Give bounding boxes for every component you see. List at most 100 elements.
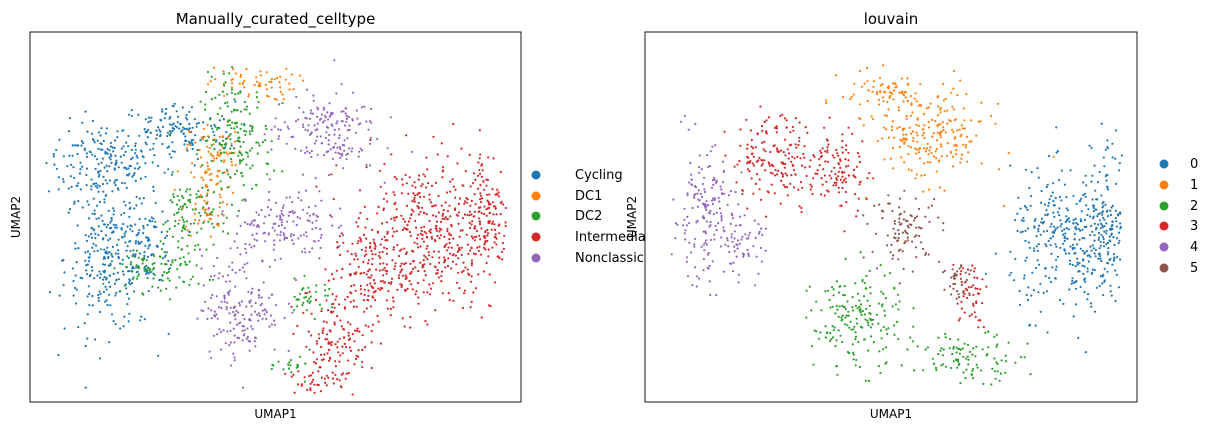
- point-nonclassical: [368, 120, 371, 123]
- point-3: [752, 192, 755, 195]
- point-1: [876, 91, 879, 94]
- point-4: [742, 255, 745, 258]
- point-0: [1093, 234, 1096, 237]
- point-cycling: [99, 276, 102, 279]
- point-3: [833, 166, 836, 169]
- point-2: [867, 349, 870, 352]
- point-1: [941, 82, 945, 85]
- point-nonclassical: [260, 259, 264, 262]
- point-intermediate: [352, 299, 355, 302]
- point-intermediate: [361, 366, 364, 369]
- point-4: [738, 242, 742, 245]
- point-intermediate: [455, 263, 458, 266]
- point-intermediate: [296, 324, 299, 328]
- point-0: [1074, 265, 1077, 268]
- point-intermediate: [336, 315, 339, 318]
- point-intermediate: [327, 348, 330, 351]
- point-intermediate: [305, 345, 308, 348]
- point-cycling: [55, 148, 58, 152]
- point-cycling: [108, 264, 111, 267]
- point-dc2: [289, 359, 293, 362]
- point-cycling: [83, 148, 86, 151]
- point-cycling: [147, 247, 150, 250]
- point-3: [833, 156, 836, 159]
- point-dc2: [224, 102, 227, 105]
- point-2: [834, 312, 837, 315]
- point-4: [683, 218, 686, 221]
- point-1: [905, 115, 908, 118]
- point-intermediate: [379, 256, 382, 259]
- point-cycling: [193, 164, 196, 167]
- point-dc1: [197, 222, 200, 225]
- point-nonclassical: [304, 231, 308, 234]
- point-0: [1073, 238, 1076, 241]
- point-cycling: [131, 175, 134, 178]
- point-1: [915, 123, 918, 126]
- point-intermediate: [501, 250, 504, 253]
- point-intermediate: [357, 355, 360, 358]
- point-intermediate: [386, 307, 389, 310]
- point-intermediate: [473, 172, 476, 175]
- point-2: [979, 369, 983, 372]
- point-5: [899, 248, 902, 251]
- point-3: [956, 302, 959, 305]
- point-dc1: [281, 93, 284, 96]
- point-cycling: [98, 200, 102, 204]
- point-cycling: [230, 144, 233, 147]
- point-intermediate: [413, 196, 416, 199]
- point-intermediate: [423, 270, 426, 273]
- point-0: [1115, 237, 1119, 240]
- point-intermediate: [478, 157, 481, 160]
- point-3: [814, 172, 817, 175]
- point-cycling: [124, 230, 127, 233]
- point-dc1: [234, 163, 237, 167]
- point-cycling: [152, 142, 155, 145]
- point-nonclassical: [328, 102, 331, 105]
- point-nonclassical: [314, 204, 317, 208]
- legend-label-dc2: DC2: [575, 209, 602, 224]
- point-3: [809, 159, 812, 162]
- point-2: [851, 296, 854, 299]
- point-dc2: [238, 159, 242, 162]
- point-intermediate: [327, 309, 330, 312]
- point-0: [1062, 233, 1065, 236]
- point-intermediate: [401, 228, 404, 232]
- point-dc2: [149, 268, 152, 271]
- point-intermediate: [334, 373, 337, 376]
- point-dc1: [201, 138, 204, 141]
- point-nonclassical: [239, 321, 242, 324]
- point-dc2: [201, 164, 204, 167]
- point-dc1: [226, 170, 229, 173]
- point-0: [1044, 275, 1047, 278]
- point-intermediate: [399, 271, 402, 274]
- point-0: [1079, 197, 1082, 200]
- point-intermediate: [497, 191, 500, 194]
- point-dc2: [296, 365, 299, 368]
- point-cycling: [77, 247, 80, 250]
- point-intermediate: [471, 182, 475, 185]
- point-cycling: [114, 294, 117, 297]
- point-0: [1063, 183, 1066, 186]
- point-0: [1115, 129, 1118, 132]
- point-cycling: [130, 148, 133, 152]
- point-cycling: [62, 155, 65, 158]
- point-dc2: [233, 109, 236, 112]
- point-intermediate: [454, 196, 457, 199]
- point-1: [917, 104, 921, 107]
- point-intermediate: [497, 195, 501, 198]
- point-dc1: [279, 90, 282, 94]
- point-intermediate: [415, 290, 418, 293]
- point-1: [950, 91, 953, 94]
- point-dc2: [219, 152, 222, 155]
- point-intermediate: [473, 225, 477, 228]
- point-2: [815, 300, 818, 303]
- point-dc1: [273, 78, 276, 81]
- point-intermediate: [424, 274, 427, 277]
- point-cycling: [68, 208, 72, 211]
- point-intermediate: [349, 300, 352, 303]
- point-2: [868, 379, 871, 382]
- point-dc1: [279, 86, 282, 89]
- point-0: [1103, 225, 1106, 228]
- point-2: [993, 335, 996, 338]
- point-0: [1115, 225, 1118, 228]
